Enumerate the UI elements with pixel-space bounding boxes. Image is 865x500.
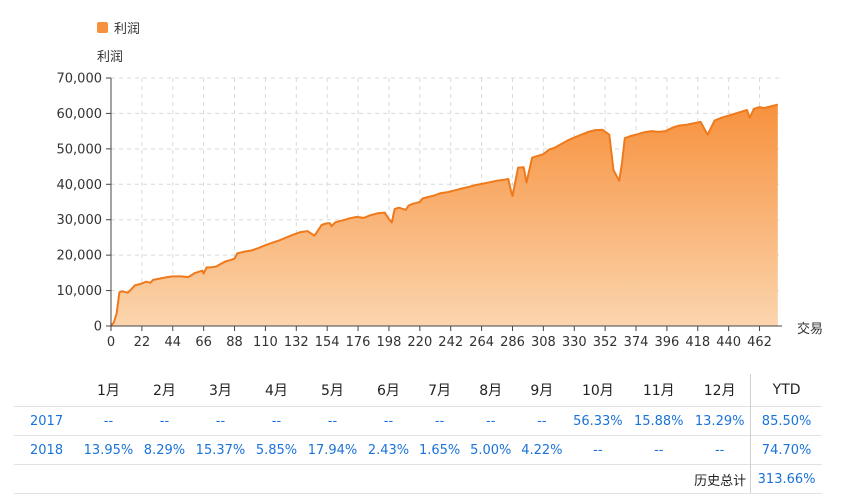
x-tick-label: 330 — [562, 335, 587, 350]
x-tick-label: 352 — [593, 335, 618, 350]
axes: 0 10,000 20,000 30,000 40,000 50,000 60,000 70,… — [57, 72, 782, 350]
cell-value: -- — [250, 406, 303, 436]
cell-value: 15.37% — [190, 435, 251, 465]
total-value: 313.66% — [750, 464, 822, 494]
y-tick-label: 20,000 — [57, 249, 103, 264]
cell-value: -- — [362, 406, 415, 436]
cell-value: 4.22% — [516, 435, 568, 465]
legend-label[interactable]: 利润 — [114, 22, 141, 37]
monthly-returns-table: 1月 2月 3月 4月 5月 6月 7月 8月 9月 10月 11月 12月 Y… — [14, 374, 822, 494]
cell-value: 1.65% — [414, 435, 466, 465]
total-label: 历史总计 — [14, 464, 751, 494]
cell-value: 8.29% — [138, 435, 191, 465]
cell-value: -- — [138, 406, 191, 436]
x-tick-label: 220 — [407, 335, 432, 350]
x-tick-label: 462 — [747, 335, 772, 350]
header-month-3: 3月 — [209, 383, 232, 399]
cell-value: 5.85% — [250, 435, 303, 465]
x-tick-label: 0 — [107, 335, 115, 350]
cell-value: -- — [689, 435, 751, 465]
x-tick-label: 286 — [500, 335, 525, 350]
x-tick-label: 418 — [685, 335, 710, 350]
table-row: 2018 13.95% 8.29% 15.37% 5.85% 17.94% 2.… — [14, 435, 822, 465]
area-layer — [110, 103, 779, 327]
y-axis-label: 利润 — [97, 50, 124, 65]
cell-value: -- — [567, 435, 629, 465]
y-tick-label: 0 — [94, 320, 102, 335]
x-tick-label: 198 — [377, 335, 402, 350]
cell-value: -- — [516, 406, 568, 436]
header-ytd: YTD — [750, 374, 822, 407]
x-tick-label: 242 — [438, 335, 463, 350]
cell-ytd: 74.70% — [750, 435, 822, 465]
series-area — [111, 104, 778, 326]
cell-value: 2.43% — [362, 435, 415, 465]
cell-value: -- — [465, 406, 517, 436]
x-tick-label: 66 — [195, 335, 212, 350]
profit-area-chart: 0 10,000 20,000 30,000 40,000 50,000 60,000 70,… — [57, 72, 782, 350]
cell-value: -- — [414, 406, 466, 436]
cell-value: -- — [190, 406, 251, 436]
header-month-5: 5月 — [321, 383, 344, 399]
x-tick-label: 88 — [226, 335, 243, 350]
y-tick-label: 10,000 — [57, 284, 103, 299]
x-tick-label: 44 — [164, 335, 181, 350]
x-tick-label: 440 — [716, 335, 741, 350]
total-row: 历史总计 313.66% — [14, 464, 822, 494]
row-year[interactable]: 2018 — [14, 435, 78, 465]
cell-value: 13.95% — [78, 435, 139, 465]
x-tick-label: 110 — [253, 335, 278, 350]
cell-value: 56.33% — [567, 406, 629, 436]
x-tick-label: 132 — [284, 335, 309, 350]
header-month-2: 2月 — [152, 383, 176, 399]
x-tick-label: 154 — [315, 335, 340, 350]
cell-value: 17.94% — [302, 435, 363, 465]
x-tick-label: 396 — [654, 335, 679, 350]
header-month-1: 1月 — [96, 383, 120, 399]
cell-value: 15.88% — [628, 406, 690, 436]
y-tick-label: 40,000 — [57, 178, 103, 193]
header-month-7: 7月 — [428, 383, 452, 399]
header-month-12: 12月 — [703, 383, 736, 399]
cell-value: 13.29% — [689, 406, 751, 436]
y-tick-label: 70,000 — [57, 72, 103, 87]
y-tick-label: 30,000 — [57, 213, 103, 228]
y-tick-label: 60,000 — [57, 107, 103, 122]
x-tick-label: 374 — [624, 335, 649, 350]
series-line — [110, 103, 779, 327]
table-header-row: 1月 2月 3月 4月 5月 6月 7月 8月 9月 10月 11月 12月 Y… — [14, 374, 822, 407]
legend-swatch[interactable] — [97, 22, 108, 33]
header-month-8: 8月 — [479, 383, 503, 399]
cell-value: -- — [628, 435, 690, 465]
row-year[interactable]: 2017 — [14, 406, 78, 436]
header-month-11: 11月 — [642, 383, 675, 399]
x-tick-label: 176 — [346, 335, 371, 350]
cell-value: -- — [302, 406, 363, 436]
header-month-6: 6月 — [377, 383, 400, 399]
cell-value: -- — [78, 406, 139, 436]
x-tick-label: 264 — [469, 335, 494, 350]
header-month-10: 10月 — [581, 383, 614, 399]
cell-value: 5.00% — [465, 435, 517, 465]
header-month-4: 4月 — [265, 383, 288, 399]
x-tick-label: 308 — [531, 335, 556, 350]
table-row: 2017 -- -- -- -- -- -- -- -- -- 56.33% 1… — [14, 406, 822, 436]
cell-ytd: 85.50% — [750, 406, 822, 436]
header-month-9: 9月 — [530, 383, 554, 399]
x-axis-label: 交易 — [797, 322, 824, 337]
header-year-col — [14, 374, 78, 407]
y-tick-label: 50,000 — [57, 142, 103, 157]
x-tick-label: 22 — [134, 335, 151, 350]
